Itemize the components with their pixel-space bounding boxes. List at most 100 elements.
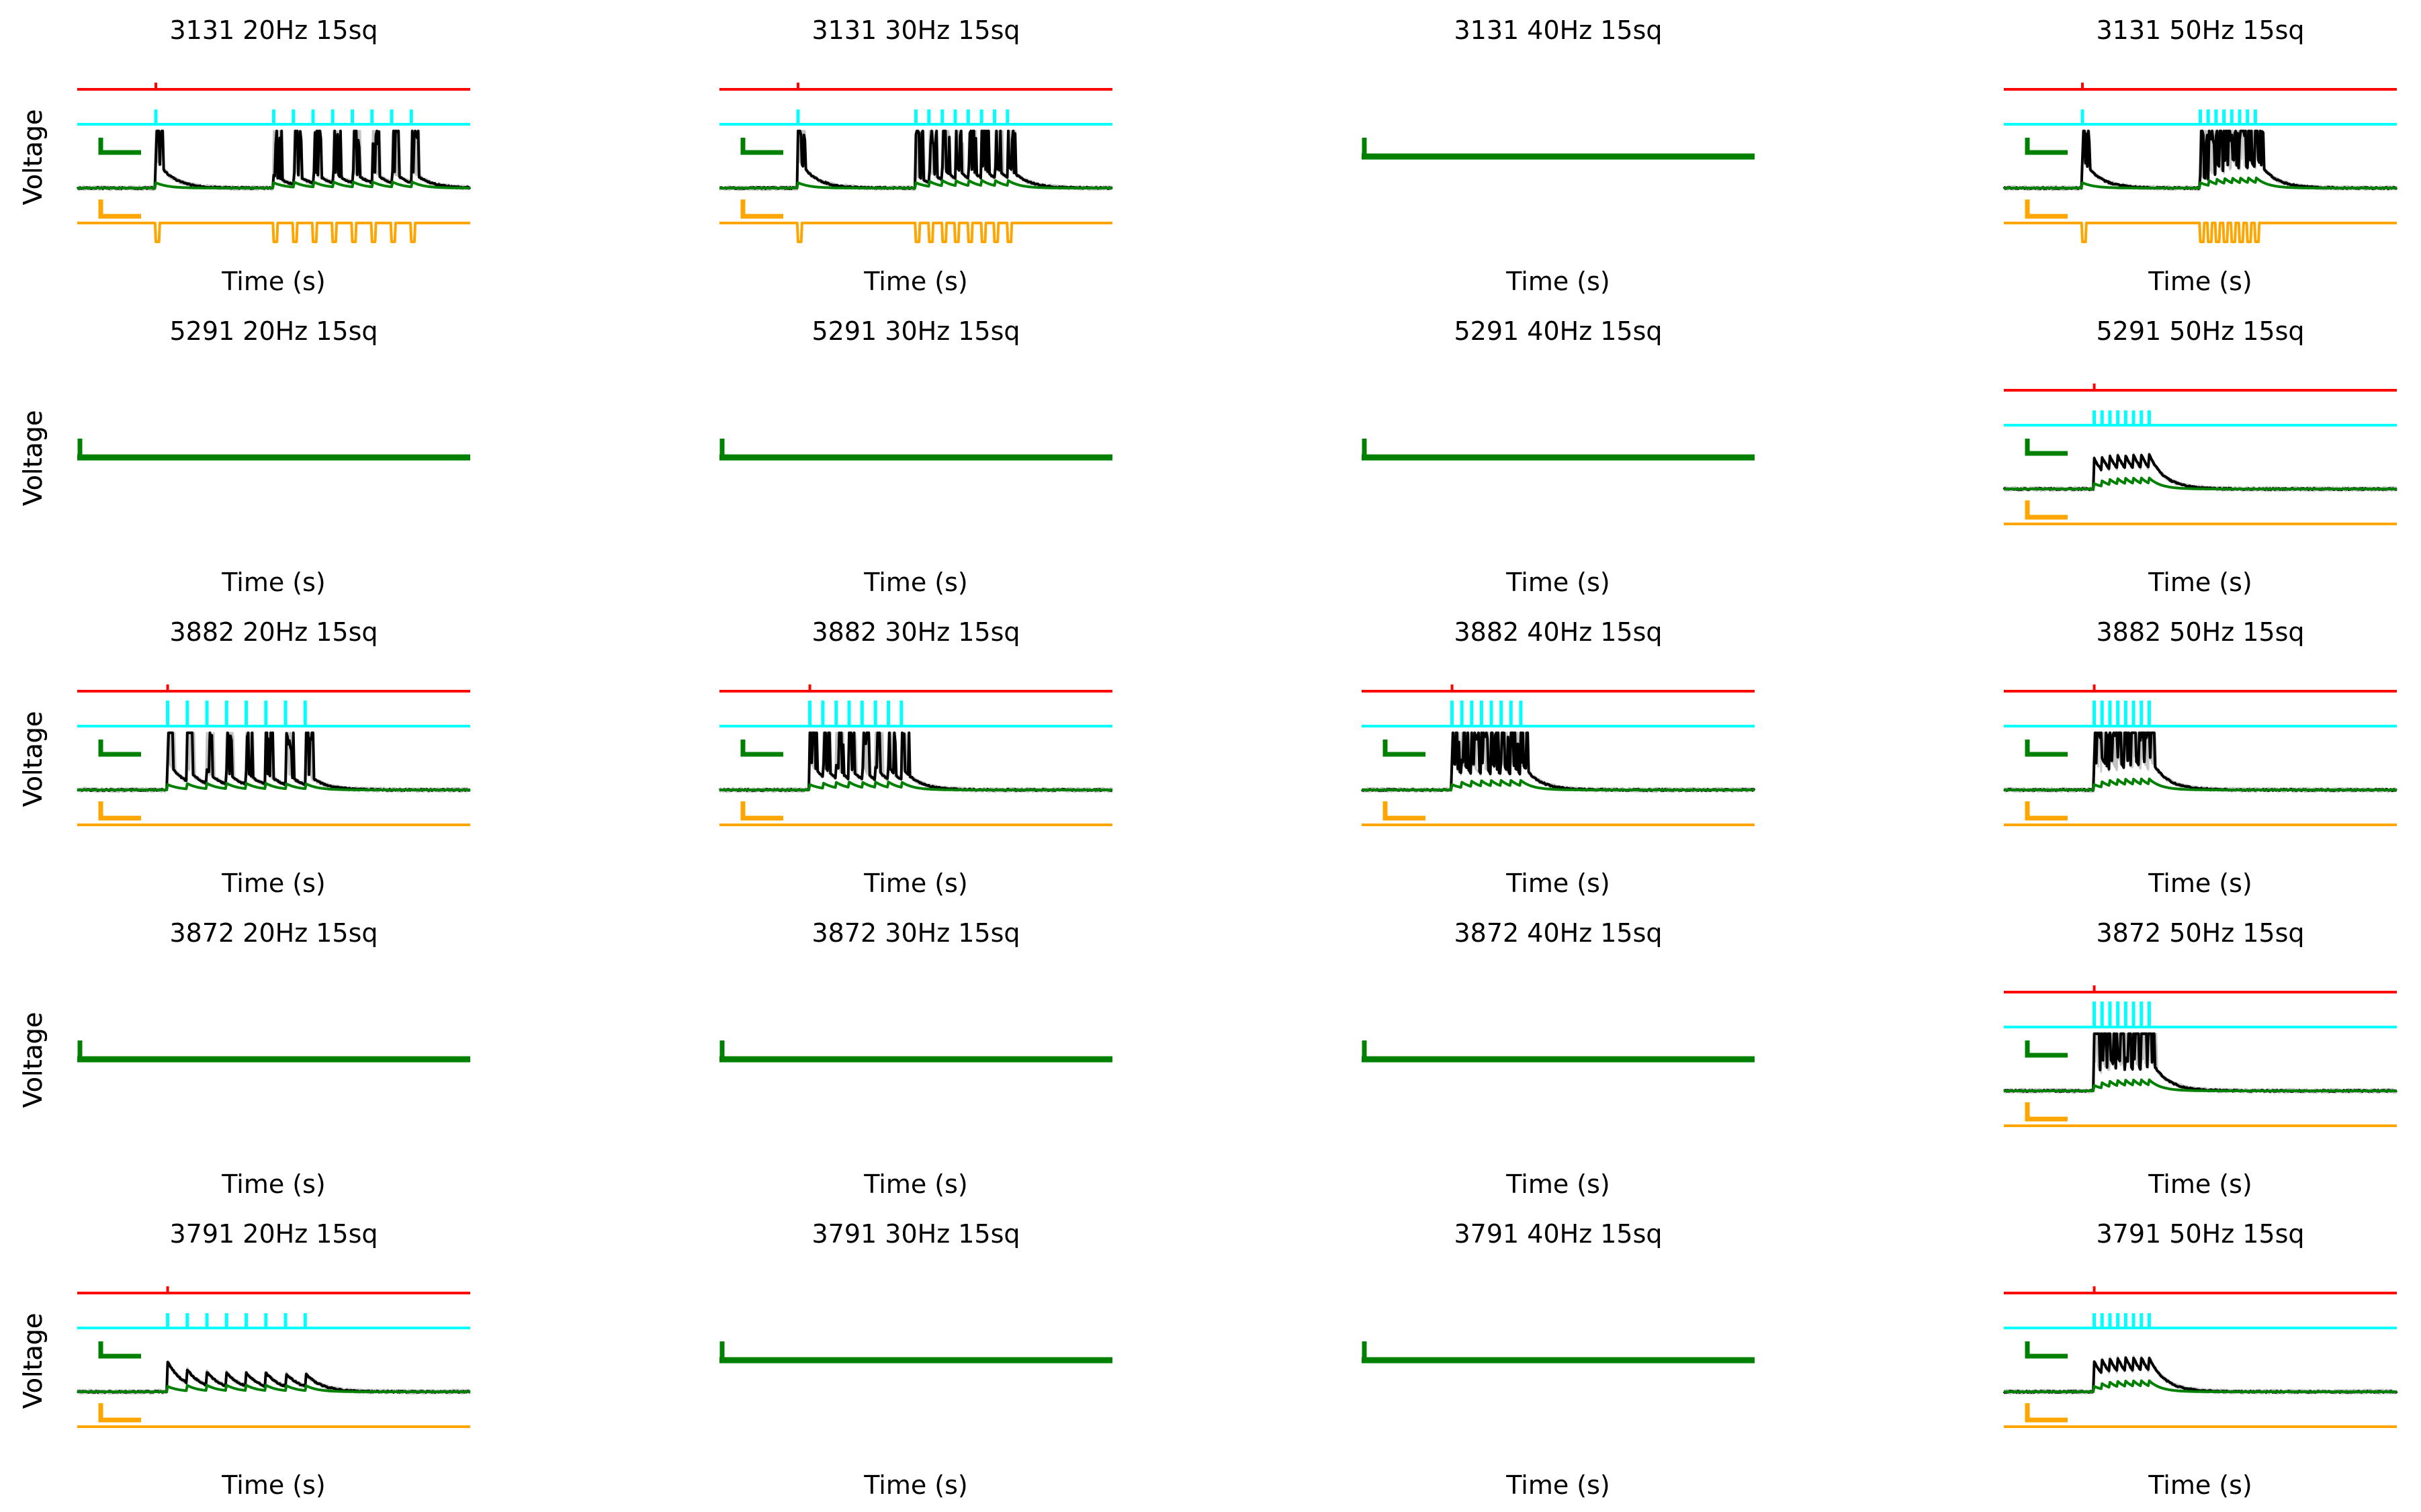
model-trace: [719, 179, 1113, 189]
subplot-title: 3791 20Hz 15sq: [169, 1219, 378, 1249]
subplot-title: 5291 30Hz 15sq: [811, 316, 1020, 346]
subplot-3872-40hz: 3872 40Hz 15sq Voltage Time (s): [18, 918, 1755, 1199]
voltage-scale-bar: [98, 1341, 141, 1359]
y-axis-label: Voltage: [18, 1313, 48, 1409]
subplot-title: 3882 20Hz 15sq: [169, 617, 378, 647]
x-axis-label: Time (s): [1505, 267, 1610, 296]
x-axis-label: Time (s): [1505, 1169, 1610, 1199]
model-trace: [2003, 1379, 2397, 1393]
current-scale-bar: [98, 1403, 141, 1423]
x-axis-label: Time (s): [2148, 568, 2252, 597]
trial-trace: [2002, 1355, 2398, 1395]
x-axis-label: Time (s): [221, 267, 326, 296]
current-trace: [2003, 222, 2397, 243]
trial-trace: [718, 731, 1114, 793]
subplot-3131-40hz: 3131 40Hz 15sq Voltage Time (s): [18, 15, 1755, 296]
trial-trace: [2003, 1356, 2397, 1395]
subplot-3882-20hz: 3882 20Hz 15sq Voltage Time (s): [18, 617, 472, 898]
subplot-title: 3791 40Hz 15sq: [1454, 1219, 1662, 1249]
subplot-3131-30hz: 3131 30Hz 15sq Voltage Time (s): [18, 15, 1114, 296]
model-trace: [719, 781, 1113, 791]
subplot-title: 3791 50Hz 15sq: [2096, 1219, 2304, 1249]
subplot-5291-40hz: 5291 40Hz 15sq Voltage Time (s): [18, 316, 1755, 597]
y-axis-label: Voltage: [18, 711, 48, 807]
model-trace: [2003, 777, 2397, 791]
trial-trace: [2003, 1032, 2397, 1094]
subplot-title: 3131 50Hz 15sq: [2096, 15, 2304, 45]
current-scale-bar: [98, 199, 141, 219]
subplot-title: 5291 20Hz 15sq: [169, 316, 378, 346]
x-axis-label: Time (s): [2148, 1470, 2252, 1500]
subplot-3872-20hz: 3872 20Hz 15sq Voltage Time (s): [18, 918, 470, 1199]
x-axis-label: Time (s): [863, 1169, 968, 1199]
y-axis-label: Voltage: [18, 109, 48, 206]
x-axis-label: Time (s): [221, 869, 326, 898]
model-trace: [77, 782, 471, 791]
trial-trace: [1360, 731, 1756, 793]
voltage-scale-bar: [740, 740, 783, 757]
subplot-title: 3872 30Hz 15sq: [811, 918, 1020, 948]
x-axis-label: Time (s): [863, 1470, 968, 1500]
mean-trace: [2002, 1356, 2398, 1394]
subplot-3791-50hz: 3791 50Hz 15sq Voltage Time (s): [18, 1219, 2398, 1500]
x-axis-label: Time (s): [863, 869, 968, 898]
subplot-title: 3131 40Hz 15sq: [1454, 15, 1662, 45]
subplot-3791-40hz: 3791 40Hz 15sq Voltage Time (s): [18, 1219, 1755, 1500]
y-axis-label: Voltage: [18, 410, 48, 506]
y-axis-label: Voltage: [18, 1012, 48, 1108]
x-axis-label: Time (s): [1505, 568, 1610, 597]
y-axis-label: Voltage: [18, 1313, 48, 1409]
subplot-5291-20hz: 5291 20Hz 15sq Voltage Time (s): [18, 316, 470, 597]
mean-trace: [1361, 731, 1756, 792]
x-axis-label: Time (s): [2148, 267, 2252, 296]
subplot-title: 3882 40Hz 15sq: [1454, 617, 1662, 647]
mean-trace: [2003, 731, 2397, 792]
model-trace: [2003, 176, 2397, 189]
trial-trace: [2002, 1032, 2398, 1094]
y-axis-label: Voltage: [18, 711, 48, 807]
subplot-title: 3131 20Hz 15sq: [169, 15, 378, 45]
subplot-3131-50hz: 3131 50Hz 15sq Voltage Time (s): [18, 15, 2398, 296]
y-axis-label: Voltage: [18, 410, 48, 506]
subplot-title: 3791 30Hz 15sq: [811, 1219, 1020, 1249]
current-scale-bar: [98, 801, 141, 821]
current-scale-bar: [1382, 801, 1425, 821]
x-axis-label: Time (s): [1505, 869, 1610, 898]
subplot-title: 3131 30Hz 15sq: [811, 15, 1020, 45]
trial-trace: [1360, 731, 1756, 793]
x-axis-label: Time (s): [863, 267, 968, 296]
y-axis-label: Voltage: [18, 109, 48, 206]
y-axis-label: Voltage: [18, 711, 48, 807]
x-axis-label: Time (s): [1505, 1470, 1610, 1500]
mean-trace: [2002, 130, 2398, 190]
model-trace: [77, 180, 471, 189]
x-axis-label: Time (s): [863, 568, 968, 597]
trial-trace: [2002, 1032, 2398, 1094]
trial-trace: [2002, 452, 2398, 492]
subplot-title: 5291 50Hz 15sq: [2096, 316, 2304, 346]
subplot-3882-30hz: 3882 30Hz 15sq Voltage Time (s): [18, 617, 1114, 898]
x-axis-label: Time (s): [221, 568, 326, 597]
current-scale-bar: [2025, 1102, 2068, 1122]
subplot-3882-50hz: 3882 50Hz 15sq Voltage Time (s): [18, 617, 2398, 898]
subplot-title: 3872 40Hz 15sq: [1454, 918, 1662, 948]
subplot-3872-30hz: 3872 30Hz 15sq Voltage Time (s): [18, 918, 1112, 1199]
subplot-title: 3872 50Hz 15sq: [2096, 918, 2304, 948]
x-axis-label: Time (s): [2148, 869, 2252, 898]
y-axis-label: Voltage: [18, 109, 48, 206]
current-scale-bar: [740, 199, 783, 219]
subplot-3131-20hz: 3131 20Hz 15sq Voltage Time (s): [18, 15, 472, 296]
subplot-title: 3882 30Hz 15sq: [811, 617, 1020, 647]
voltage-scale-bar: [2025, 138, 2068, 155]
voltage-scale-bar: [1382, 740, 1425, 757]
voltage-scale-bar: [2025, 740, 2068, 757]
trial-trace: [2002, 731, 2397, 793]
voltage-scale-bar: [2025, 1341, 2068, 1359]
y-axis-label: Voltage: [18, 109, 48, 206]
current-scale-bar: [2025, 500, 2068, 520]
mean-trace: [2002, 453, 2397, 491]
current-trace: [719, 222, 1113, 243]
mean-trace: [719, 130, 1113, 190]
voltage-scale-bar: [740, 138, 783, 155]
subplot-5291-30hz: 5291 30Hz 15sq Voltage Time (s): [18, 316, 1112, 597]
